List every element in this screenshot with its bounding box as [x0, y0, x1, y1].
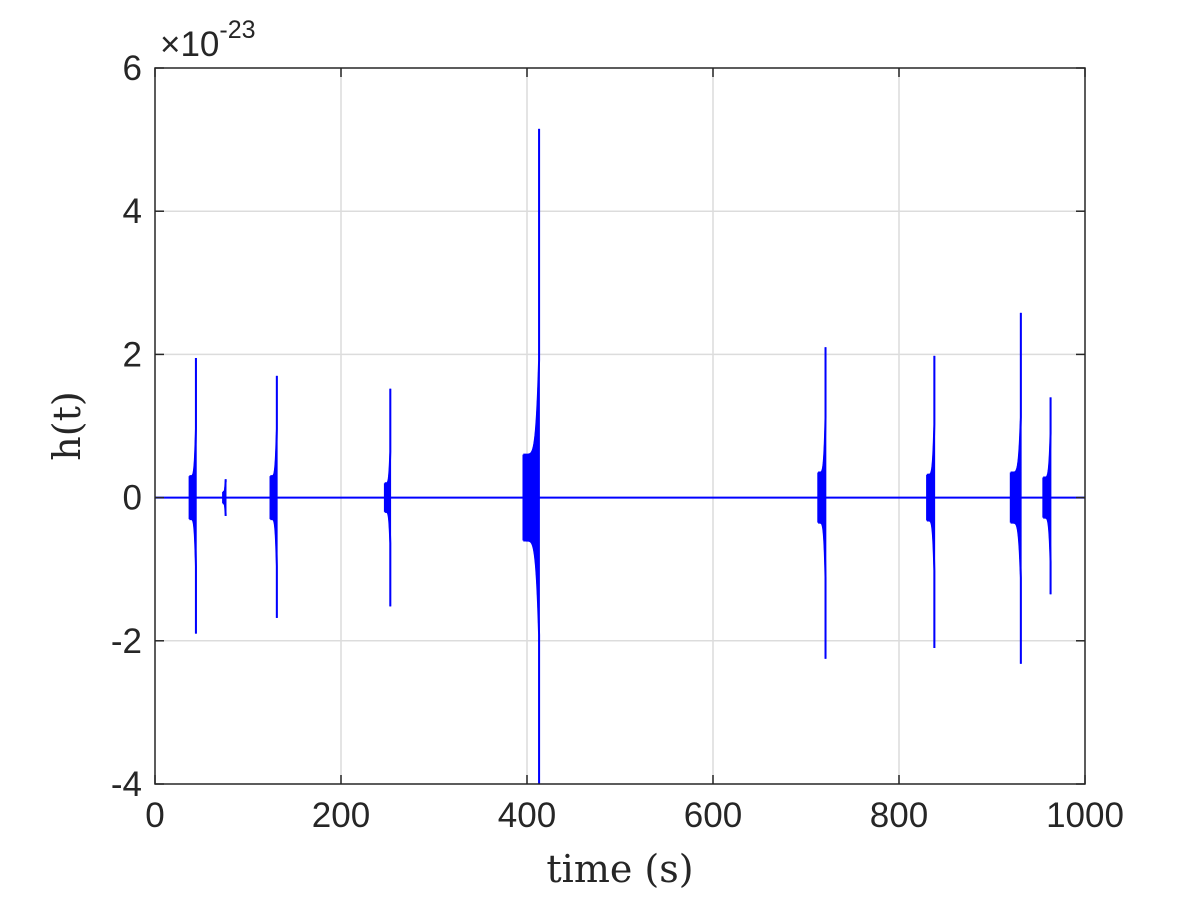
tick-marks — [154, 67, 1086, 785]
burst-signal — [817, 347, 827, 659]
x-tick-label: 800 — [870, 796, 928, 835]
burst-signal — [383, 388, 392, 607]
burst-envelope-lower — [384, 510, 392, 607]
y-axis-label: h(t) — [45, 391, 89, 460]
burst-envelope-lower — [926, 519, 936, 648]
y-tick-labels: -4 -2 0 2 4 6 — [111, 49, 142, 804]
burst-envelope-lower — [1043, 516, 1052, 595]
y-scale-exponent-power: -23 — [219, 16, 255, 44]
y-tick-label: -4 — [111, 765, 142, 804]
x-tick-labels: 0 200 400 600 800 1000 — [145, 796, 1124, 835]
burst-envelope-upper — [222, 479, 227, 493]
x-tick-label: 200 — [312, 796, 370, 835]
x-axis-label: time (s) — [546, 847, 693, 891]
y-tick-label: -2 — [111, 622, 142, 661]
burst-signal — [188, 357, 197, 634]
burst-envelope-upper — [384, 388, 392, 485]
burst-envelope-upper — [818, 347, 827, 474]
burst-envelope-upper — [523, 128, 541, 456]
burst-envelope-lower — [222, 502, 227, 516]
y-scale-exponent-base: ×10 — [160, 25, 219, 64]
x-tick-label: 600 — [684, 796, 742, 835]
burst-envelope-upper — [270, 375, 278, 478]
burst-envelope-upper — [1010, 312, 1022, 474]
x-tick-label: 0 — [145, 796, 164, 835]
y-tick-label: 4 — [123, 192, 142, 231]
burst-signal — [1009, 312, 1022, 664]
y-scale-exponent: ×10-23 — [160, 16, 256, 64]
x-tick-label: 400 — [498, 796, 556, 835]
y-tick-label: 6 — [123, 49, 142, 88]
burst-signal — [1042, 397, 1052, 595]
burst-signal — [269, 375, 278, 618]
axes-box — [154, 67, 1086, 785]
burst-envelope-lower — [523, 539, 541, 784]
data-series — [155, 128, 1085, 784]
burst-signal — [926, 355, 936, 648]
burst-signal — [222, 479, 227, 516]
y-tick-label: 2 — [123, 335, 142, 374]
burst-envelope-upper — [926, 355, 936, 476]
burst-envelope-upper — [189, 357, 197, 478]
burst-envelope-upper — [1043, 397, 1052, 479]
burst-envelope-lower — [270, 518, 278, 618]
burst-signal — [522, 128, 540, 784]
burst-envelope-lower — [1010, 521, 1022, 664]
burst-envelope-lower — [189, 518, 197, 634]
y-tick-label: 0 — [123, 479, 142, 518]
burst-envelope-lower — [818, 521, 827, 659]
x-tick-label: 1000 — [1046, 796, 1124, 835]
plot-area — [155, 68, 1085, 784]
